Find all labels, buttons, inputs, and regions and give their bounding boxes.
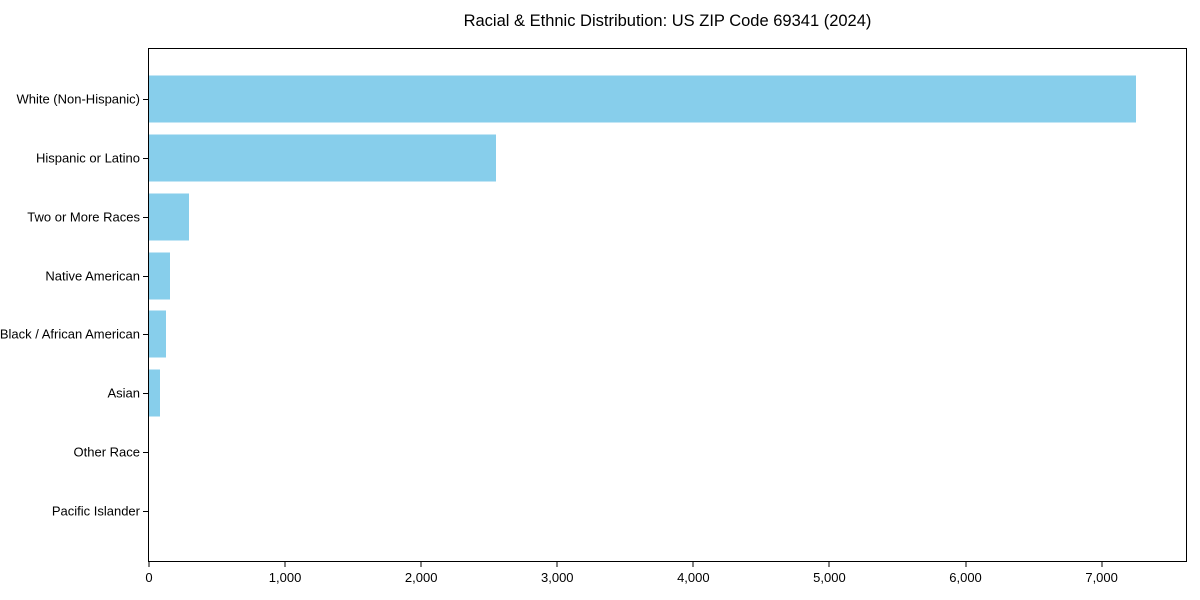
y-tick-label: Pacific Islander (51, 503, 140, 519)
y-tick-mark (143, 334, 149, 336)
y-tick-mark (143, 98, 149, 100)
x-tick-mark (284, 561, 286, 567)
x-tick-mark (1101, 561, 1103, 567)
x-tick-mark (965, 561, 967, 567)
y-tick-mark (143, 216, 149, 218)
bar-row (149, 423, 1186, 482)
y-tick-mark (143, 452, 149, 454)
bar-rows-container (149, 49, 1186, 561)
x-tick-label: 0 (145, 570, 153, 585)
bar-row (149, 305, 1186, 364)
y-tick-mark (143, 511, 149, 513)
x-tick-mark (556, 561, 558, 567)
x-tick-label: 2,000 (404, 570, 438, 585)
x-tick-label: 6,000 (949, 570, 982, 585)
y-tick-mark (143, 157, 149, 159)
bar (149, 193, 190, 241)
y-tick-label: Hispanic or Latino (35, 150, 140, 166)
y-tick-label: Asian (107, 385, 140, 401)
bar-row (149, 187, 1186, 246)
x-tick-mark (148, 561, 150, 567)
bar (149, 75, 1136, 123)
x-tick-label: 3,000 (540, 570, 574, 585)
chart-title: Racial & Ethnic Distribution: US ZIP Cod… (463, 12, 872, 30)
plot-area: White (Non-Hispanic) Hispanic or Latino Tw… (0, 48, 1187, 585)
bar-row (149, 128, 1186, 187)
x-tick-label: 5,000 (813, 570, 846, 585)
bar-row (149, 246, 1186, 305)
y-tick-label: Other Race (73, 444, 140, 460)
x-tick-label: 4,000 (677, 570, 710, 585)
bar-row (149, 482, 1186, 541)
y-tick-mark (143, 393, 149, 395)
y-tick-mark (143, 275, 149, 277)
x-tick-mark (692, 561, 694, 567)
x-tick-mark (828, 561, 830, 567)
bar (149, 134, 497, 182)
y-tick-label: Black / African American (0, 326, 140, 342)
x-tick-label: 7,000 (1085, 570, 1118, 585)
y-tick-label: White (Non-Hispanic) (16, 91, 140, 107)
bar-row (149, 364, 1186, 423)
y-tick-label: Two or More Races (27, 209, 140, 225)
bar (149, 252, 171, 300)
bar (149, 369, 160, 417)
bar-row (149, 70, 1186, 129)
x-tick-mark (420, 561, 422, 567)
y-tick-label: Native American (45, 268, 140, 284)
x-tick-label: 1,000 (268, 570, 302, 585)
bar (149, 310, 167, 358)
